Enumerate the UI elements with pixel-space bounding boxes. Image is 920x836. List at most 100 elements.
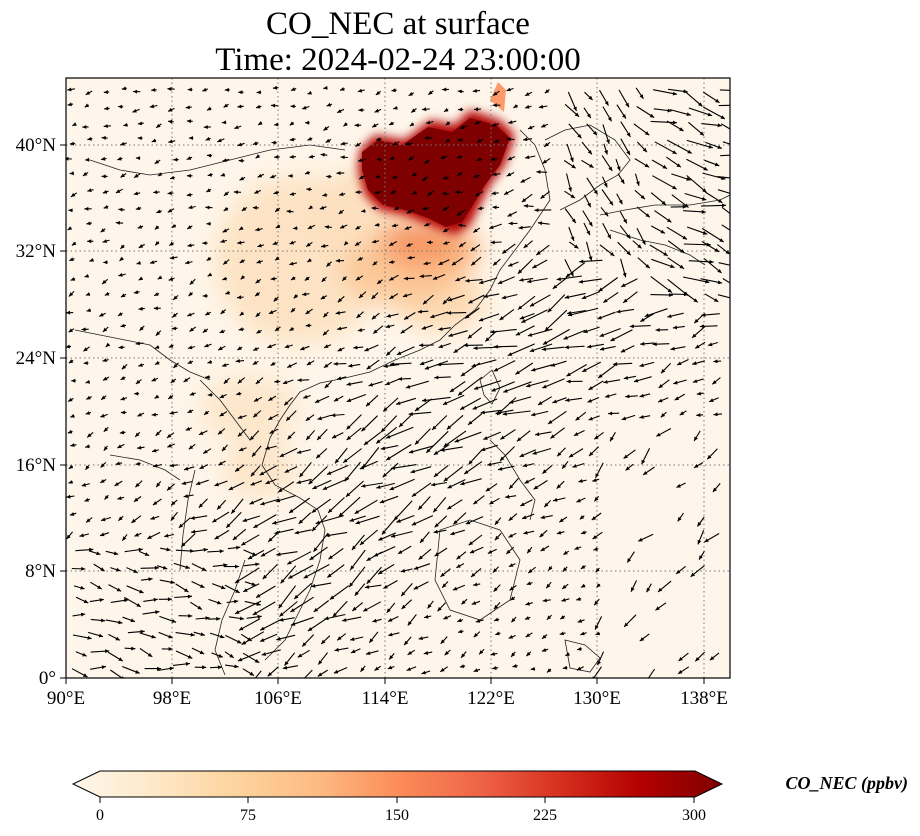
wind-arrow-head xyxy=(604,211,609,217)
wind-arrow-head xyxy=(86,395,91,400)
wind-arrow-head xyxy=(168,107,173,112)
wind-arrow-head xyxy=(468,420,473,425)
wind-arrow-head xyxy=(426,120,431,125)
wind-arrow-head xyxy=(203,125,208,129)
wind-arrow-shaft xyxy=(496,397,517,416)
wind-arrow-head xyxy=(201,567,207,571)
wind-arrow-head xyxy=(410,469,415,474)
wind-arrow-head xyxy=(674,396,680,401)
wind-arrow-head xyxy=(307,225,313,229)
wind-arrow-head xyxy=(443,228,448,232)
wind-arrow-head xyxy=(580,565,586,569)
wind-arrow-head xyxy=(290,308,296,313)
wind-arrow-head xyxy=(640,317,645,322)
wind-arrow-head xyxy=(101,517,106,522)
wind-arrow-head xyxy=(559,518,564,523)
wind-arrow-head xyxy=(136,603,141,607)
wind-arrow-head xyxy=(198,503,203,508)
wind-arrow-head xyxy=(186,119,192,124)
wind-arrow-shaft xyxy=(375,426,398,444)
wind-arrow-head xyxy=(116,567,121,572)
wind-arrow-head xyxy=(389,121,394,125)
wind-arrow-head xyxy=(162,565,168,570)
wind-arrow-shaft xyxy=(436,362,464,366)
wind-arrow-head xyxy=(328,555,333,560)
wind-arrow-head xyxy=(167,87,172,91)
wind-arrow-head xyxy=(717,268,722,273)
wind-arrow-head xyxy=(408,92,414,96)
wind-arrow-head xyxy=(421,670,426,675)
wind-arrow-head xyxy=(588,256,593,261)
wind-arrow-head xyxy=(255,379,261,384)
wind-arrow-head xyxy=(389,276,394,281)
wind-arrow-head xyxy=(383,584,388,589)
wind-arrow-head xyxy=(707,454,712,460)
wind-arrow-head xyxy=(322,486,328,490)
wind-arrow-head xyxy=(118,516,123,521)
wind-arrow-head xyxy=(359,175,364,179)
wind-arrow-shaft xyxy=(385,426,414,439)
wind-arrow-head xyxy=(447,311,452,315)
wind-arrow-head xyxy=(502,412,507,416)
wind-arrow-head xyxy=(189,280,194,285)
wind-arrow-head xyxy=(550,363,556,367)
wind-arrow-head xyxy=(305,170,310,175)
wind-arrow-head xyxy=(237,379,243,384)
lon-tick-label: 114°E xyxy=(362,688,409,709)
wind-arrow-head xyxy=(147,652,153,657)
wind-arrow-head xyxy=(577,619,583,623)
wind-arrow-head xyxy=(335,310,340,315)
wind-arrow-head xyxy=(717,145,722,149)
wind-arrow-head xyxy=(610,436,614,442)
wind-arrow-head xyxy=(67,226,73,230)
wind-arrow-head xyxy=(508,563,514,567)
wind-arrow-head xyxy=(326,174,331,179)
wind-arrow-head xyxy=(577,133,582,139)
wind-arrow-head xyxy=(84,103,90,108)
wind-arrow-head xyxy=(376,485,381,489)
wind-arrow-head xyxy=(274,379,279,384)
wind-arrow-head xyxy=(543,340,548,345)
wind-arrow-head xyxy=(132,108,137,113)
wind-arrow-head xyxy=(660,229,665,234)
wind-arrow-head xyxy=(701,196,707,201)
wind-arrow-head xyxy=(259,471,265,476)
wind-arrow-head xyxy=(608,411,613,416)
wind-arrow-head xyxy=(284,469,290,473)
wind-arrow-head xyxy=(521,319,526,323)
wind-arrow-head xyxy=(85,465,90,470)
wind-arrow-head xyxy=(346,382,351,386)
wind-arrow-head xyxy=(115,461,120,466)
wind-arrow-head xyxy=(457,89,462,94)
wind-arrow-head xyxy=(337,109,342,113)
wind-arrow-head xyxy=(154,565,159,570)
wind-arrow-head xyxy=(324,616,329,621)
wind-arrow-head xyxy=(216,616,221,621)
lon-ticks xyxy=(65,678,705,684)
wind-arrow-head xyxy=(386,608,391,613)
wind-arrow-head xyxy=(333,397,339,402)
wind-arrow-head xyxy=(391,223,397,228)
wind-arrow-head xyxy=(705,279,710,284)
wind-arrow-shaft xyxy=(322,477,350,491)
wind-arrow-head xyxy=(272,85,278,90)
wind-arrow-head xyxy=(103,427,109,432)
wind-arrow-head xyxy=(181,481,187,485)
wind-arrow-head xyxy=(206,188,211,192)
wind-arrow-head xyxy=(526,581,532,586)
wind-arrow-head xyxy=(79,533,84,538)
wind-arrow-head xyxy=(184,466,189,471)
wind-arrow-head xyxy=(672,91,677,96)
wind-arrow-head xyxy=(342,618,347,622)
wind-arrow-head xyxy=(678,670,683,674)
wind-arrow-head xyxy=(597,660,601,666)
wind-arrow-head xyxy=(120,244,125,249)
wind-arrow-head xyxy=(473,346,478,351)
wind-arrow-head xyxy=(320,295,326,300)
wind-arrow-head xyxy=(323,126,328,131)
wind-arrow-head xyxy=(275,207,280,212)
wind-arrow-head xyxy=(522,515,527,520)
wind-arrow-head xyxy=(297,450,302,454)
wind-arrow-head xyxy=(508,635,514,639)
wind-arrow-head xyxy=(276,552,281,557)
